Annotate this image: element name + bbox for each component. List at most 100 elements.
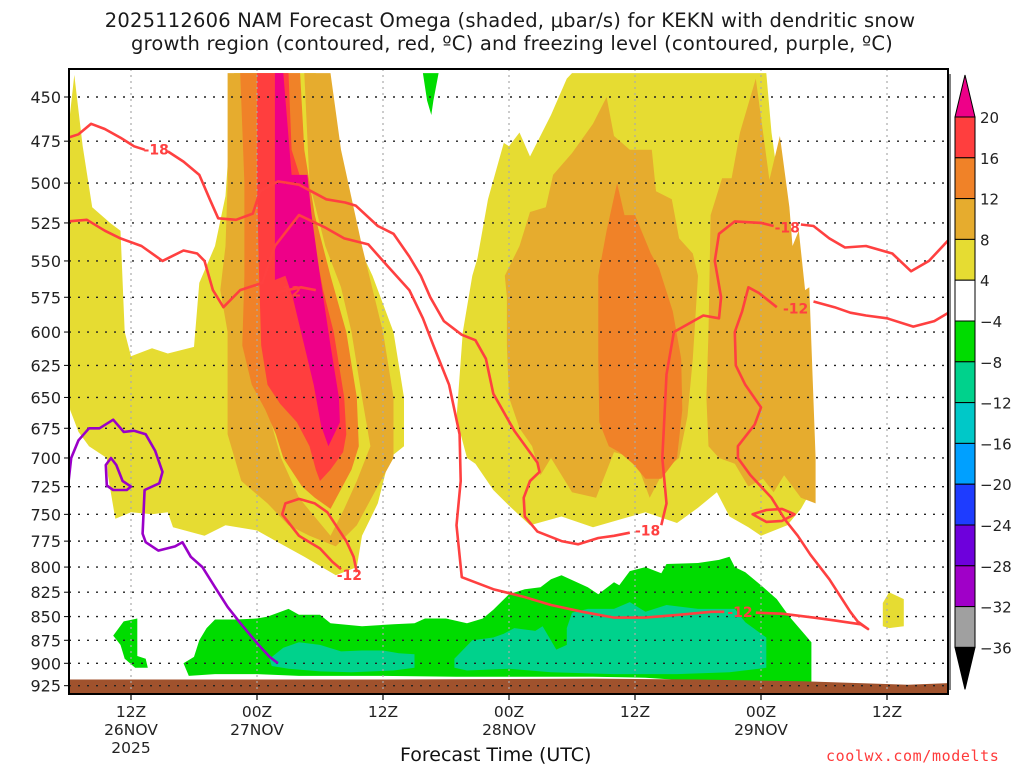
omega-region-orange-12-16-mid (598, 183, 683, 479)
y-tick-label: 700 (30, 449, 61, 468)
ground-layer (69, 678, 948, 694)
ground-surface (69, 678, 948, 694)
dendritic-growth-contour (751, 507, 796, 524)
x-tick-label: 12Z (368, 703, 398, 721)
colorbar-tick-label: −36 (980, 639, 1012, 657)
dendritic-growth-contour-label: -18 (775, 221, 800, 237)
dendritic-growth-contour (69, 213, 725, 619)
y-tick-label: 500 (30, 174, 61, 193)
dendritic-growth-contour (167, 150, 631, 546)
colorbar-tick-label: 16 (980, 150, 999, 168)
x-tick-label: 00Z (242, 703, 272, 721)
y-tick-label: 875 (30, 631, 61, 650)
chart-title-line1: 2025112606 NAM Forecast Omega (shaded, μ… (104, 9, 916, 32)
y-tick-label: 800 (30, 558, 61, 577)
x-axis-label: Forecast Time (UTC) (400, 744, 592, 766)
x-tick-label: 12Z (872, 703, 902, 721)
dendritic-growth-contour (280, 497, 359, 573)
y-tick-label: 600 (30, 323, 61, 342)
y-axis: 450 475 500 525 550 575 600 625 650 675 700 725 750 7… (30, 88, 69, 696)
omega-region-green-neg4-neg8-top (422, 73, 439, 115)
dendritic-growth-contour-label: -12 (337, 568, 362, 584)
dendritic-growth-contour (279, 285, 317, 293)
y-tick-label: 475 (30, 132, 61, 151)
y-tick-label: 575 (30, 288, 61, 307)
contour-label-layer: -18 -18 -18 -12 -12 -12 -12 (144, 143, 809, 621)
colorbar-tick-label: 12 (980, 191, 999, 209)
omega-region-magenta-gt-20 (274, 73, 340, 447)
grid-layer (69, 69, 948, 694)
y-tick-label: 900 (30, 654, 61, 673)
x-tick-date: 27NOV (230, 721, 284, 739)
colorbar-tick-label: −28 (980, 558, 1012, 576)
dendritic-growth-contour (813, 300, 948, 328)
dendritic-growth-contour-label: -12 (727, 605, 752, 621)
colorbar-bin (954, 524, 976, 567)
colorbar-tick-label: −16 (980, 435, 1012, 453)
colorbar-arrow-down (954, 646, 976, 690)
x-tick-label: 00Z (746, 703, 776, 721)
x-tick-date: 26NOV (104, 721, 158, 739)
x-tick-year: 2025 (111, 739, 150, 757)
colorbar-tick-label: 4 (980, 272, 990, 290)
colorbar-arrow-up (954, 74, 976, 118)
colorbar-bin (954, 361, 976, 404)
dendritic-growth-contour-label: -12 (276, 285, 301, 301)
y-tick-label: 550 (30, 252, 61, 271)
colorbar-bin (954, 402, 976, 444)
contour-layer (69, 122, 948, 665)
omega-region-green-neg4-neg8-small (113, 618, 148, 668)
colorbar-bin (954, 279, 976, 322)
colorbar-bin (954, 198, 976, 240)
dendritic-growth-contour (800, 223, 948, 273)
colorbar: 20 16 12 8 4 −4 −8 −12 −16 −20 −24 −28 −32 −36 (949, 74, 1012, 690)
x-tick-date: 28NOV (482, 721, 536, 739)
y-tick-label: 775 (30, 532, 61, 551)
colorbar-tick-label: −20 (980, 476, 1012, 494)
colorbar-bin (954, 565, 976, 608)
colorbar-tick-label: −8 (980, 354, 1002, 372)
colorbar-tick-label: −24 (980, 517, 1012, 535)
colorbar-tick-label: −12 (980, 395, 1012, 413)
y-tick-label: 650 (30, 388, 61, 407)
freezing-level-contour (69, 418, 279, 665)
colorbar-bin (954, 238, 976, 281)
y-tick-label: 625 (30, 356, 61, 375)
y-tick-label: 850 (30, 608, 61, 627)
dendritic-growth-contour (69, 122, 146, 151)
dendritic-growth-contour-label: -18 (635, 524, 660, 540)
dendritic-growth-contour (733, 285, 870, 631)
colorbar-bin (954, 157, 976, 200)
omega-region-teal-neg8-neg12-band1 (269, 642, 415, 673)
omega-region-teal-neg8-neg12-band2 (454, 602, 767, 675)
source-credit: coolwx.com/modelts (826, 747, 1000, 765)
colorbar-tick-label: −4 (980, 313, 1002, 331)
freezing-level-contour (104, 456, 133, 492)
y-tick-label: 450 (30, 88, 61, 107)
y-tick-label: 525 (30, 214, 61, 233)
dendritic-growth-contour (660, 220, 774, 526)
colorbar-bin (954, 116, 976, 159)
y-tick-label: 825 (30, 583, 61, 602)
dendritic-growth-contour-label: -18 (144, 143, 169, 159)
colorbar-bin (954, 606, 976, 648)
colorbar-tick-label: 20 (980, 109, 999, 127)
colorbar-tick-label: −32 (980, 599, 1012, 617)
x-tick-date: 29NOV (734, 721, 788, 739)
colorbar-bin (954, 320, 976, 363)
x-tick-label: 12Z (620, 703, 650, 721)
omega-region-yellow-4-8-right (882, 592, 904, 629)
colorbar-tick-label: 8 (980, 231, 990, 249)
colorbar-bin (954, 442, 976, 485)
x-tick-label: 00Z (494, 703, 524, 721)
y-tick-label: 750 (30, 505, 61, 524)
chart-title-line2: growth region (contoured, red, ºC) and f… (131, 32, 893, 55)
y-tick-label: 725 (30, 478, 61, 497)
y-tick-label: 675 (30, 419, 61, 438)
y-tick-label: 925 (30, 677, 61, 696)
x-tick-label: 12Z (116, 703, 146, 721)
dendritic-growth-contour-label: -12 (783, 302, 808, 318)
colorbar-bin (954, 483, 976, 526)
